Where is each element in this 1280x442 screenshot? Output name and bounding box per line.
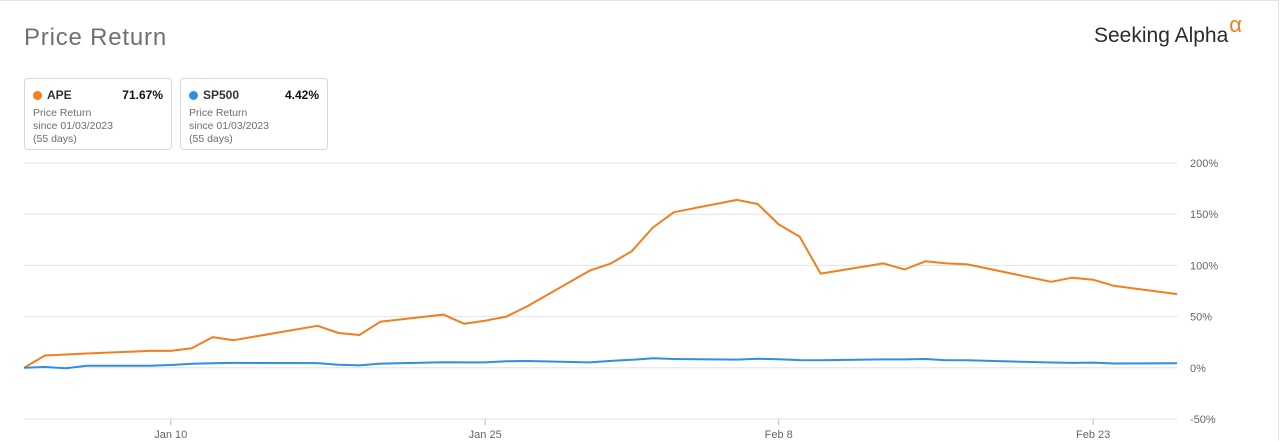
y-tick-label: 150% [1190, 209, 1218, 221]
legend-since: since 01/03/2023 [189, 120, 269, 132]
legend-ticker: SP500 [203, 88, 240, 102]
y-tick-label: -50% [1190, 414, 1216, 426]
series-line-sp500 [23, 357, 1178, 370]
legend-days: (55 days) [189, 133, 233, 145]
legend-label: Price Return [33, 107, 92, 119]
legend-card-sp500[interactable]: SP500 4.42% Price Return since 01/03/202… [180, 78, 328, 150]
series-dot-icon [189, 90, 198, 100]
alpha-icon: α [1229, 12, 1242, 37]
y-tick-label: 100% [1190, 260, 1218, 272]
series-line-ape [23, 198, 1178, 369]
x-tick-label: Feb 23 [1076, 429, 1110, 441]
brand-logo: Seeking Alphaα [1094, 12, 1242, 48]
y-tick-label: 200% [1190, 158, 1218, 170]
legend-since: since 01/03/2023 [33, 120, 113, 132]
y-tick-label: 50% [1190, 312, 1212, 324]
series-dot-icon [33, 90, 42, 100]
legend-value: 4.42% [284, 88, 319, 102]
y-tick-label: 0% [1190, 363, 1206, 375]
x-tick-label: Jan 25 [469, 429, 502, 441]
brand-name: Seeking Alpha [1094, 24, 1229, 47]
legend-label: Price Return [189, 107, 248, 119]
legend-ticker: APE [47, 88, 72, 102]
legend-value: 71.67% [122, 88, 163, 102]
x-tick-label: Jan 10 [154, 429, 187, 441]
x-tick-label: Feb 8 [765, 429, 793, 441]
legend-days: (55 days) [33, 133, 77, 145]
legend-card-ape[interactable]: APE 71.67% Price Return since 01/03/2023… [24, 78, 172, 150]
page-title: Price Return [24, 24, 167, 51]
